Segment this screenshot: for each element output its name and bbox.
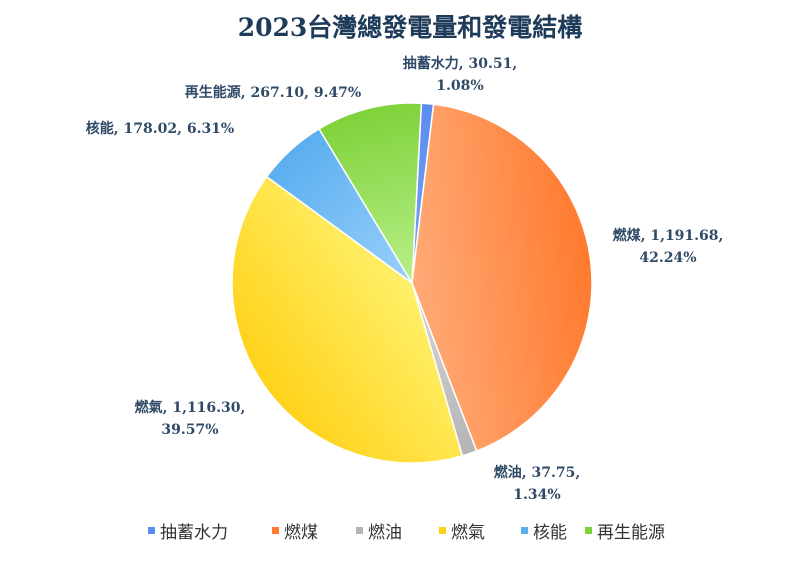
data-label-1: 抽蓄水力, 30.51, 1.08% xyxy=(403,55,517,94)
legend-item-3: 燃油 xyxy=(356,523,402,543)
data-label-5: 核能, 178.02, 6.31% xyxy=(86,120,234,137)
legend-swatch xyxy=(356,527,363,534)
legend-item-2: 燃煤 xyxy=(272,523,318,543)
legend-item-1: 抽蓄水力 xyxy=(148,523,228,543)
legend-swatch xyxy=(148,527,155,534)
legend-label: 抽蓄水力 xyxy=(160,523,228,543)
legend-label: 燃氣 xyxy=(451,523,485,543)
legend-swatch xyxy=(439,527,446,534)
legend-label: 核能 xyxy=(533,523,567,543)
legend-swatch xyxy=(585,527,592,534)
legend-label: 燃油 xyxy=(368,523,402,543)
data-label-3: 燃油, 37.75, 1.34% xyxy=(494,464,580,503)
data-label-4: 燃氣, 1,116.30, 39.57% xyxy=(135,399,246,438)
legend-item-4: 燃氣 xyxy=(439,523,485,543)
legend-label: 再生能源 xyxy=(597,523,665,543)
data-label-6: 再生能源, 267.10, 9.47% xyxy=(185,84,361,101)
legend-item-5: 核能 xyxy=(521,523,567,543)
pie-slice-2 xyxy=(411,103,593,452)
legend-swatch xyxy=(521,527,528,534)
pie-slices xyxy=(231,102,593,464)
data-label-2: 燃煤, 1,191.68, 42.24% xyxy=(613,227,724,266)
legend-item-6: 再生能源 xyxy=(585,523,665,543)
chart-title: 2023台灣總發電量和發電結構 xyxy=(238,13,583,42)
legend-swatch xyxy=(272,527,279,534)
pie-slice-6 xyxy=(318,102,423,286)
legend: 抽蓄水力 燃煤 燃油 燃氣 核能 再生能源 xyxy=(148,523,665,543)
pie-slice-4 xyxy=(231,175,464,464)
data-labels: 抽蓄水力, 30.51, 1.08% 燃煤, 1,191.68, 42.24% 燃油, … xyxy=(86,55,724,503)
legend-label: 燃煤 xyxy=(284,523,318,543)
